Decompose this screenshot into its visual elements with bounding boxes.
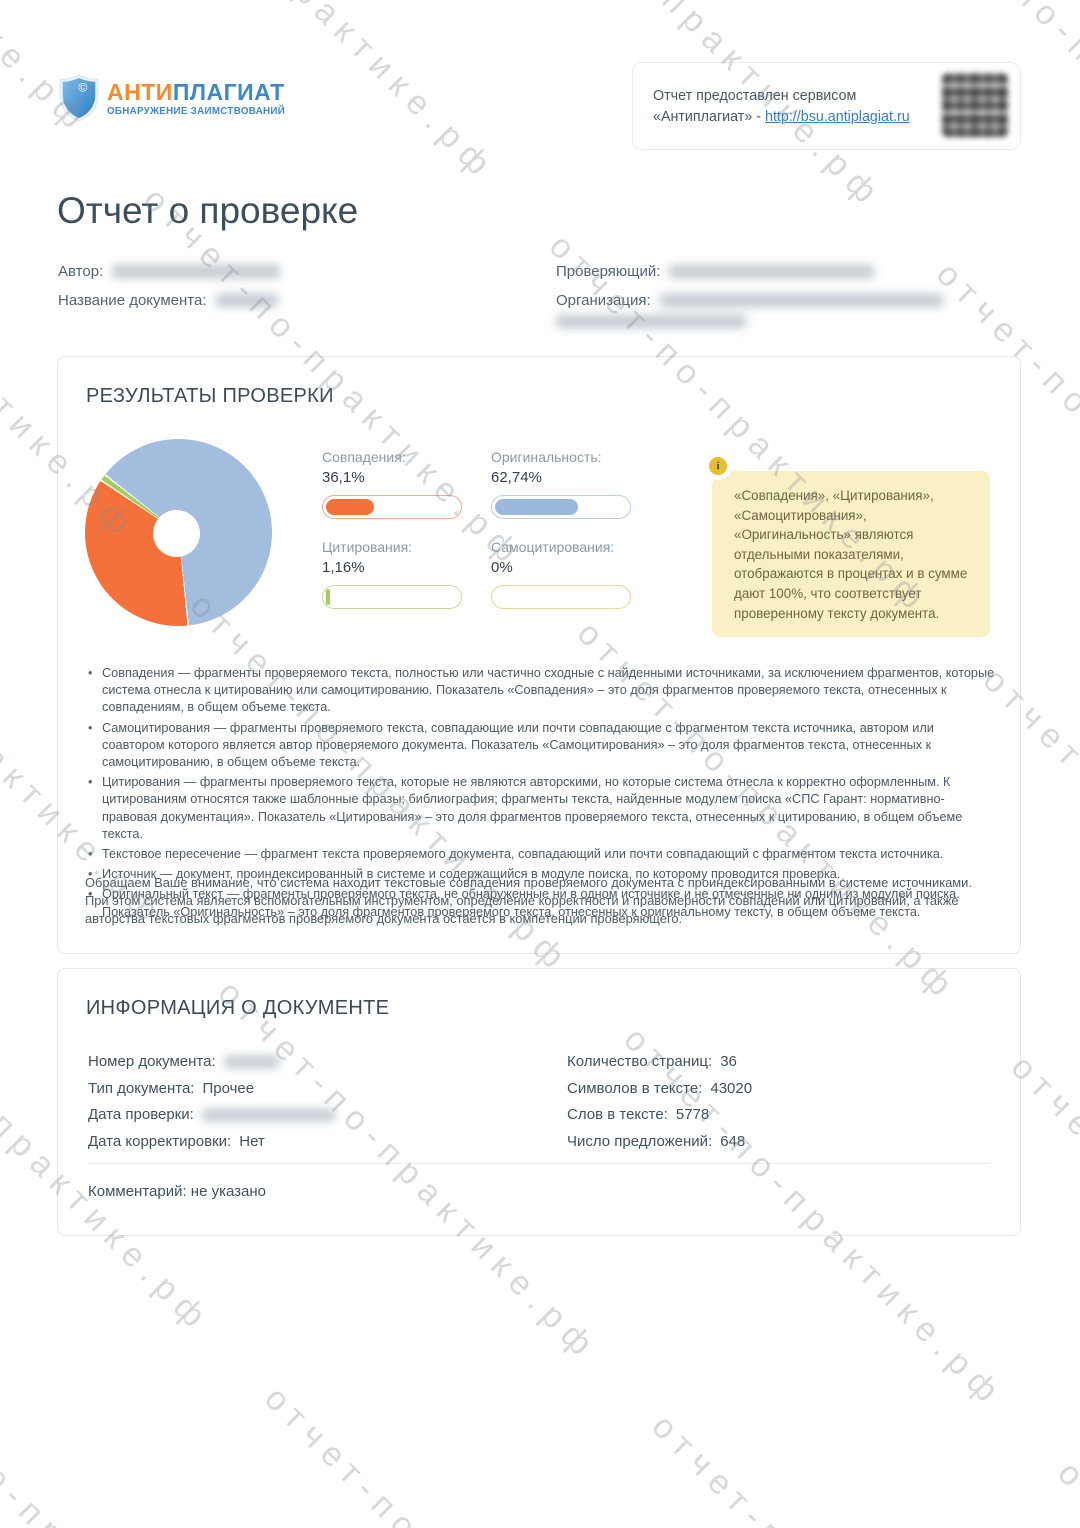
metric-label: Оригинальность: <box>491 449 602 465</box>
metric-samotsitirovaniya: Самоцитирования: 0% <box>491 539 631 609</box>
organization-field-line2 <box>556 315 746 328</box>
redacted-value <box>556 315 746 328</box>
metric-label: Совпадения: <box>322 449 406 465</box>
redacted-value <box>669 265 875 278</box>
definitions-list: Совпадения — фрагменты проверяемого текс… <box>85 665 997 921</box>
document-info-heading: ИНФОРМАЦИЯ О ДОКУМЕНТЕ <box>86 997 390 1019</box>
definition-item: Совпадения — фрагменты проверяемого текс… <box>88 665 997 717</box>
progress-bar-track <box>322 585 462 609</box>
results-heading: РЕЗУЛЬТАТЫ ПРОВЕРКИ <box>86 385 334 407</box>
doc-field-comment: Комментарий: не указано <box>88 1183 267 1200</box>
doc-field-number: Номер документа: <box>88 1053 335 1071</box>
disclaimer-text: Обращаем Ваше внимание, что система нахо… <box>85 875 972 926</box>
antiplagiat-logo: © АНТИПЛАГИАТ ОБНАРУЖЕНИЕ ЗАИМСТВОВАНИЙ <box>58 74 285 122</box>
doc-field-type: Тип документа: Прочее <box>88 1079 255 1097</box>
metric-value: 36,1% <box>322 469 365 486</box>
metric-tsitirovaniya: Цитирования: 1,16% <box>322 539 462 609</box>
progress-bar-track <box>491 495 631 519</box>
definitions-section: Совпадения — фрагменты проверяемого текс… <box>85 665 997 924</box>
brand-tagline: ОБНАРУЖЕНИЕ ЗАИМСТВОВАНИЙ <box>107 105 286 117</box>
service-note-text: Отчет предоставлен сервисом «Антиплагиат… <box>653 88 910 125</box>
info-note-box: i «Совпадения», «Цитирования», «Самоцити… <box>709 457 990 638</box>
copyright-emblem: © <box>78 80 87 94</box>
doc-field-correction-date: Дата корректировки: Нет <box>88 1132 265 1150</box>
progress-bar-track <box>322 495 462 519</box>
metric-label: Цитирования: <box>322 539 413 555</box>
page-title: Отчет о проверке <box>57 190 359 231</box>
metric-value: 62,74% <box>491 469 542 486</box>
metric-value: 1,16% <box>322 559 365 576</box>
reviewer-field: Проверяющий: <box>556 263 875 280</box>
metric-label: Самоцитирования: <box>491 539 615 555</box>
metric-value: 0% <box>491 559 513 576</box>
definition-item: Оригинальный текст — фрагменты проверяем… <box>88 886 997 920</box>
progress-bar-fill <box>326 589 330 605</box>
doc-field-sentences: Число предложений: 648 <box>567 1132 746 1150</box>
redacted-value <box>201 1108 335 1121</box>
brand-name: АНТИПЛАГИАТ <box>107 78 285 105</box>
document-info-card: ИНФОРМАЦИЯ О ДОКУМЕНТЕ Номер документа: … <box>57 968 1021 1236</box>
metric-originalnost: Оригинальность: 62,74% <box>491 449 631 519</box>
document-name-field: Название документа: <box>58 292 278 309</box>
progress-bar-fill <box>326 499 374 515</box>
metric-sovpadeniya: Совпадения: 36,1% <box>322 449 462 519</box>
doc-field-check-date: Дата проверки: <box>88 1106 335 1124</box>
donut-chart <box>85 439 272 626</box>
shield-logo-icon: © <box>58 74 100 122</box>
document-info-right-column: Количество страниц: 36 Символов в тексте… <box>567 1053 752 1159</box>
organization-field: Организация: <box>556 292 943 309</box>
results-card: РЕЗУЛЬТАТЫ ПРОВЕРКИ Совпадения: 36,1% Ор… <box>57 356 1021 954</box>
document-info-left-column: Номер документа: Тип документа: Прочее Д… <box>88 1053 335 1159</box>
progress-bar-fill <box>495 499 578 515</box>
definition-item: Текстовое пересечение — фрагмент текста … <box>88 846 997 863</box>
service-note-box: Отчет предоставлен сервисом «Антиплагиат… <box>632 62 1021 150</box>
info-note-text: «Совпадения», «Цитирования», «Самоцитиро… <box>734 488 968 621</box>
redacted-value <box>223 1055 279 1068</box>
qr-code <box>942 73 1008 137</box>
definition-item: Самоцитирования — фрагменты проверяемого… <box>88 720 997 772</box>
divider <box>88 1163 990 1164</box>
doc-field-pages: Количество страниц: 36 <box>567 1053 737 1070</box>
redacted-value <box>215 294 278 307</box>
redacted-value <box>659 294 943 307</box>
definition-item: Цитирования — фрагменты проверяемого тек… <box>88 774 997 843</box>
service-link[interactable]: http://bsu.antiplagiat.ru <box>765 109 910 125</box>
metrics-grid: Совпадения: 36,1% Оригинальность: 62,74%… <box>322 449 631 609</box>
info-icon: i <box>709 457 727 475</box>
definition-item: Источник — документ, проиндексированный … <box>88 866 997 883</box>
doc-field-chars: Символов в тексте: 43020 <box>567 1079 753 1097</box>
redacted-value <box>112 265 281 278</box>
doc-field-words: Слов в тексте: 5778 <box>567 1106 710 1123</box>
progress-bar-track <box>491 585 631 609</box>
author-field: Автор: <box>58 263 281 280</box>
